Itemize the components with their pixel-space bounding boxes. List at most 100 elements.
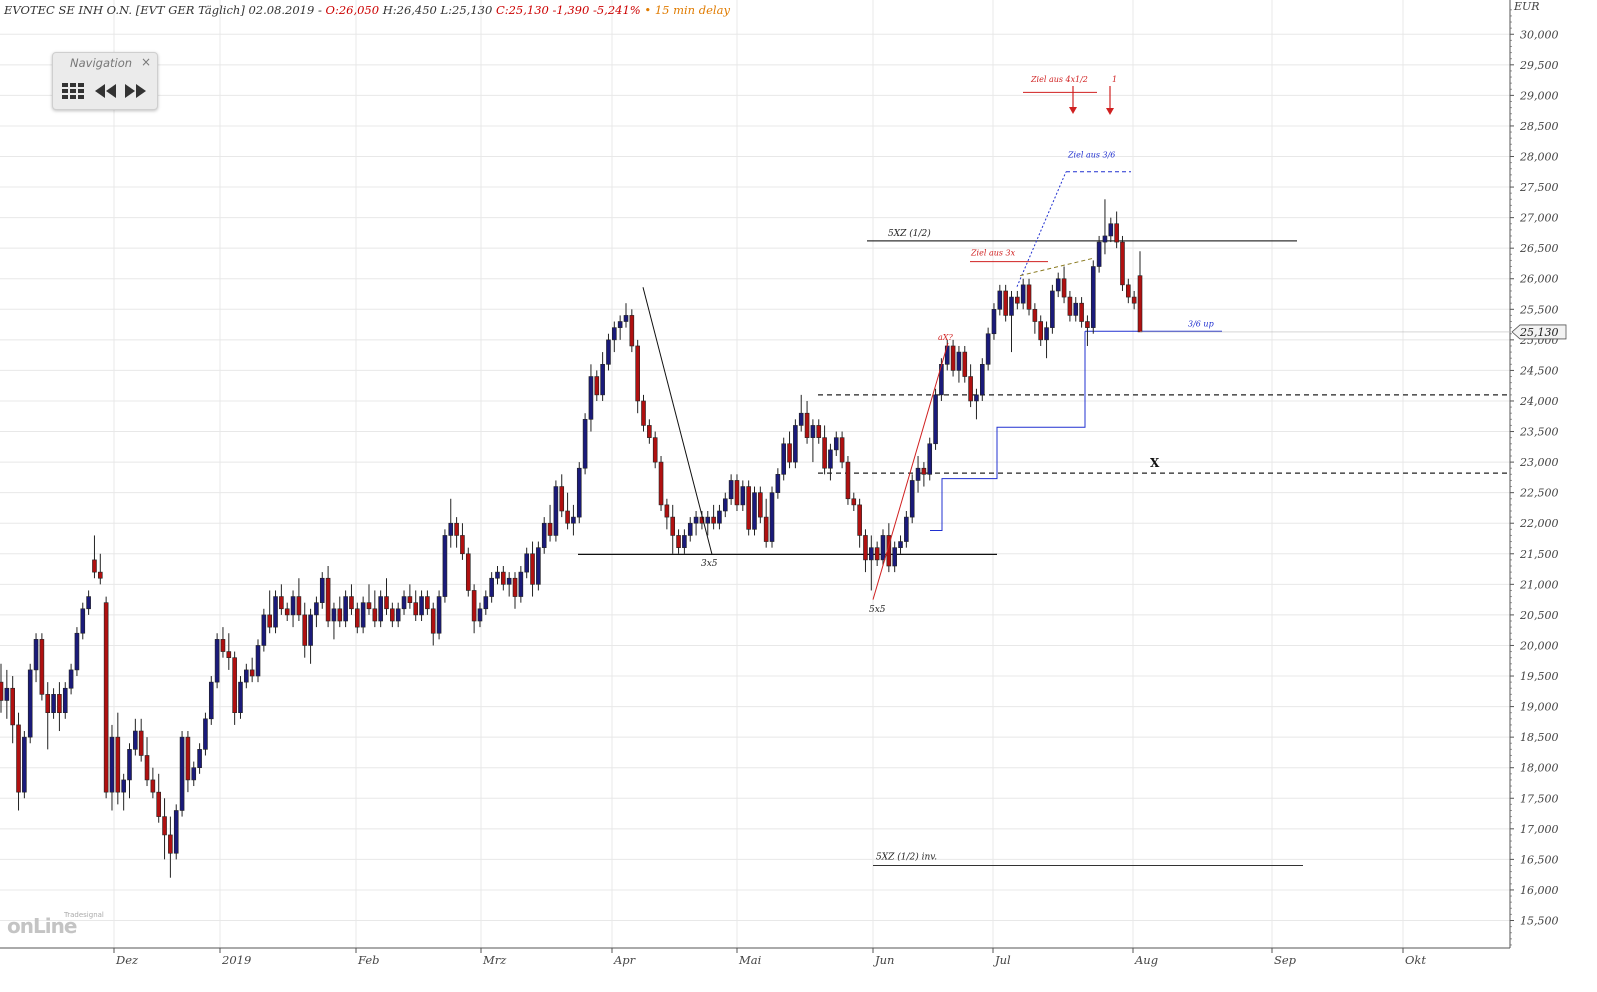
chart-header: EVOTEC SE INH O.N. [EVT GER Täglich] 02.… (4, 3, 730, 17)
y-axis: 15,500 16,000 16,500 17,000 17,500 18,000 18,5… (1140, 0, 1567, 948)
candle-body (208, 681, 214, 720)
candle-body (477, 608, 483, 622)
y-tick-label: 30,000 (1520, 28, 1559, 41)
candle-body (956, 351, 962, 371)
candle-body (769, 492, 775, 542)
candle-body (717, 510, 722, 524)
label-5xz-inv: 5XZ (1/2) inv. (876, 851, 937, 862)
y-tick-label: 26,500 (1519, 242, 1559, 255)
candle-body (793, 425, 798, 463)
candle-body (355, 608, 360, 628)
candle-body (33, 639, 39, 671)
grid-icon (62, 83, 84, 99)
candle-body (851, 498, 857, 506)
candle-body (746, 486, 751, 530)
candle-body (436, 596, 442, 634)
candle-body (991, 308, 997, 335)
candle-body (1015, 296, 1020, 304)
candle-body (92, 559, 97, 573)
candle-body (390, 608, 395, 622)
candle-body (284, 608, 290, 616)
grid-menu-button[interactable] (61, 81, 87, 101)
candle-body (775, 474, 781, 493)
candle-body (495, 571, 500, 579)
close-icon[interactable]: × (140, 55, 151, 69)
rewind-button[interactable] (93, 81, 119, 101)
candle-body (267, 614, 272, 628)
y-tick-label: 25,500 (1519, 303, 1559, 316)
candle-body (296, 596, 302, 616)
label-ziel-half: 1/2 (1075, 75, 1088, 84)
candle-body (874, 547, 880, 561)
candle-body (1032, 308, 1038, 322)
candle-body (734, 480, 740, 506)
candle-body (728, 480, 734, 500)
candle-body (419, 596, 424, 616)
candle-body (617, 321, 623, 328)
candle-body (647, 425, 652, 438)
y-tick-label: 27,000 (1519, 212, 1559, 225)
low-value: L:25,130 (440, 3, 493, 17)
candle-body (869, 547, 874, 561)
label-5xz: 5XZ (1/2) (888, 228, 931, 239)
candle-body (541, 522, 547, 548)
candle-body (997, 290, 1003, 310)
candle-body (80, 608, 86, 634)
candle-body (1102, 235, 1108, 243)
candle-body (454, 522, 459, 536)
candle-body (582, 419, 588, 469)
candle-body (600, 364, 605, 396)
y-unit-label: EUR (1513, 0, 1540, 13)
x-tick-label: Jun (873, 953, 894, 967)
y-tick-label: 24,000 (1519, 395, 1559, 408)
candle-body (547, 522, 553, 536)
candle-body (1055, 278, 1061, 292)
label-36up: 3/6 up (1188, 319, 1214, 328)
open-value: O:26,050 (325, 3, 380, 17)
candle-body (168, 834, 173, 854)
candle-body (670, 516, 676, 536)
candle-body (904, 516, 909, 542)
candle-body (565, 510, 570, 524)
label-ziel-3x: Ziel aus 3x (970, 249, 1016, 258)
x-tick-label: Sep (1274, 953, 1297, 967)
candle-body (612, 327, 617, 341)
y-tick-label: 29,500 (1519, 59, 1559, 72)
trend-line-olive (1019, 258, 1093, 277)
candle-body (524, 553, 529, 573)
candle-body (86, 596, 91, 610)
candle-body (471, 590, 477, 622)
candle-body (156, 791, 162, 817)
candle-body (880, 535, 886, 561)
candle-body (10, 687, 15, 726)
rewind-icon (95, 84, 116, 98)
candle-body (22, 736, 27, 793)
candle-body (144, 755, 150, 781)
last-price-label: 25,130 (1519, 326, 1559, 339)
candle-body (804, 412, 810, 438)
y-tick-label: 16,500 (1520, 853, 1559, 866)
y-tick-label: 21,500 (1519, 548, 1559, 561)
navigation-panel[interactable]: Navigation × (52, 52, 158, 110)
candle-body (413, 602, 419, 616)
label-ziel-1: 1 (1112, 75, 1117, 84)
candle-body (185, 736, 191, 781)
candle-body (138, 730, 144, 756)
candle-body (395, 608, 401, 622)
candle-body (787, 443, 792, 463)
y-tick-label: 20,000 (1519, 639, 1559, 652)
step-line (930, 331, 1086, 532)
candle-body (623, 315, 629, 322)
candle-body (74, 632, 80, 671)
candle-body (1073, 302, 1079, 316)
fast-forward-button[interactable] (123, 81, 149, 101)
y-tick-label: 29,000 (1519, 89, 1559, 102)
candle-body (641, 400, 646, 426)
candle-body (308, 614, 313, 646)
candle-body (203, 718, 208, 750)
candle-body (606, 339, 611, 365)
candle-body (214, 639, 220, 683)
candle-body (833, 437, 839, 451)
